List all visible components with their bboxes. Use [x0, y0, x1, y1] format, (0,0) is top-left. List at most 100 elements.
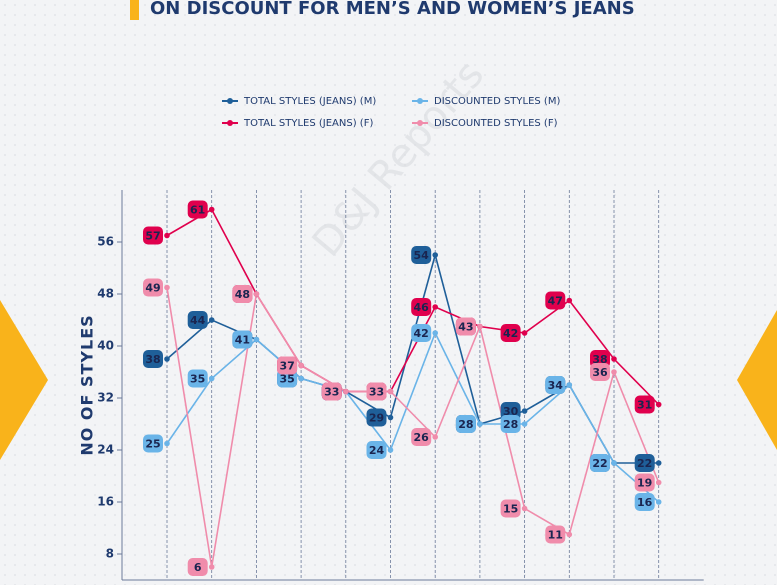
data-point — [477, 323, 483, 330]
data-label: 47 — [548, 295, 563, 308]
data-point — [164, 440, 170, 447]
data-point — [208, 206, 215, 213]
data-point — [208, 564, 215, 570]
data-point — [387, 414, 394, 421]
legend-label: DISCOUNTED STYLES (M) — [434, 96, 560, 107]
data-label-badge — [545, 525, 566, 544]
data-point — [253, 336, 260, 343]
data-point — [208, 375, 215, 382]
data-label: 22 — [637, 457, 652, 470]
data-point — [208, 317, 215, 323]
data-point — [387, 388, 394, 395]
data-label: 33 — [324, 386, 339, 399]
legend-dot — [227, 98, 233, 104]
data-point — [477, 421, 483, 427]
data-label-badge — [411, 298, 432, 316]
data-point — [655, 401, 662, 408]
data-label-badge — [545, 376, 566, 394]
data-label-badge — [590, 363, 610, 381]
data-label-badge — [411, 246, 432, 264]
y-tick-label: 40 — [97, 339, 114, 353]
data-point — [611, 356, 617, 362]
y-tick-label: 32 — [97, 391, 114, 405]
data-label-badge — [590, 454, 610, 472]
data-label: 36 — [592, 366, 608, 379]
data-label: 41 — [235, 334, 250, 347]
data-label: 11 — [548, 529, 563, 542]
data-point — [521, 408, 528, 414]
data-label: 57 — [145, 230, 160, 243]
data-label-badge — [500, 324, 521, 342]
data-point — [387, 447, 394, 453]
data-label-badge — [545, 291, 566, 310]
data-label-badge — [366, 441, 387, 459]
data-label: 24 — [369, 444, 385, 457]
data-point — [611, 460, 617, 466]
data-label-badge — [321, 382, 342, 401]
data-label-badge — [634, 454, 655, 472]
data-label: 35 — [190, 373, 205, 386]
data-label: 35 — [279, 373, 294, 386]
legend-dot — [417, 120, 423, 126]
data-label: 43 — [458, 321, 473, 334]
data-point — [432, 304, 439, 310]
data-label: 15 — [503, 503, 518, 516]
data-label-badge — [455, 415, 476, 433]
data-label: 28 — [503, 418, 518, 431]
data-label: 38 — [145, 353, 160, 366]
data-label-badge — [187, 369, 208, 388]
data-label-badge — [232, 330, 253, 349]
legend-label: TOTAL STYLES (JEANS) (F) — [243, 118, 373, 129]
data-label: 16 — [637, 496, 653, 509]
data-label: 49 — [145, 282, 160, 295]
title-accent — [130, 0, 139, 20]
data-label: 19 — [637, 477, 652, 490]
data-label-badge — [500, 499, 521, 518]
legend-dot — [417, 98, 423, 104]
data-label: 26 — [414, 431, 430, 444]
data-label-badge — [143, 226, 163, 245]
data-label: 29 — [369, 412, 384, 425]
data-label: 33 — [369, 386, 384, 399]
data-label: 28 — [458, 418, 473, 431]
data-label-badge — [411, 324, 432, 342]
data-point — [298, 375, 304, 382]
data-label: 44 — [190, 314, 206, 327]
data-label: 38 — [592, 353, 607, 366]
data-point — [611, 369, 617, 375]
data-label-badge — [143, 350, 163, 368]
y-tick-label: 8 — [106, 547, 114, 561]
right-decoration — [737, 310, 777, 450]
data-label-badge — [455, 317, 476, 336]
data-point — [253, 291, 260, 297]
data-label: 61 — [190, 204, 205, 217]
data-point — [521, 505, 528, 512]
data-point — [432, 252, 439, 258]
data-label-badge — [366, 382, 387, 401]
data-label-badge — [500, 415, 521, 433]
y-axis-label: NO OF STYLES — [78, 314, 97, 455]
data-point — [655, 479, 662, 486]
data-label-badge — [411, 428, 432, 446]
data-label: 30 — [503, 405, 519, 418]
data-label: 42 — [503, 327, 518, 340]
data-point — [432, 330, 439, 336]
data-point — [566, 531, 573, 538]
data-label-badge — [366, 408, 387, 427]
data-point — [566, 382, 573, 388]
data-point — [521, 330, 528, 336]
data-label-badge — [143, 434, 163, 453]
data-point — [432, 434, 439, 440]
data-label-badge — [277, 356, 298, 375]
data-label: 37 — [279, 360, 294, 373]
data-label: 25 — [145, 438, 160, 451]
y-tick-label: 48 — [97, 287, 114, 301]
left-decoration — [0, 300, 48, 460]
data-label: 54 — [414, 249, 430, 262]
data-label-badge — [232, 285, 253, 303]
data-label-badge — [187, 558, 208, 576]
data-point — [566, 297, 573, 304]
data-label-badge — [187, 311, 208, 329]
